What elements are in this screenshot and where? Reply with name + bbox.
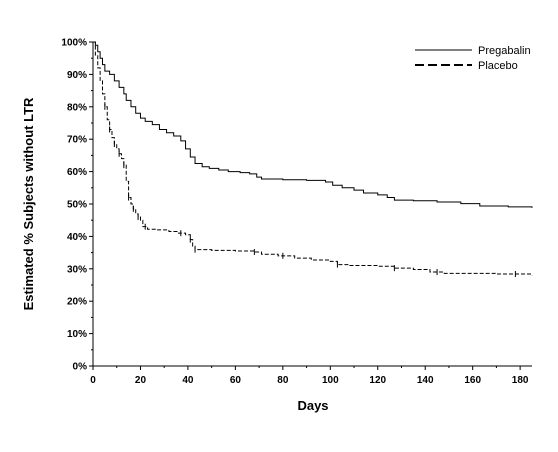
- x-axis-ticks: 0 20 40 60 80 100 120 140 160 180: [90, 366, 529, 386]
- x-tick-label: 140: [417, 375, 434, 386]
- x-axis-title: Days: [297, 398, 328, 413]
- series-layer: [93, 41, 533, 276]
- x-tick-label: 120: [369, 375, 386, 386]
- x-tick-label: 40: [182, 375, 194, 386]
- legend: Pregabalin Placebo: [415, 45, 531, 72]
- y-tick-label: 90%: [67, 70, 87, 81]
- y-tick-label: 40%: [67, 232, 87, 243]
- y-tick-label: 60%: [67, 167, 87, 178]
- x-tick-label: 0: [90, 375, 96, 386]
- y-tick-label: 10%: [67, 329, 87, 340]
- censor-marks: [104, 103, 516, 277]
- y-tick-label: 0%: [73, 362, 88, 373]
- series-line-placebo: [93, 41, 533, 276]
- x-tick-label: 60: [230, 375, 242, 386]
- legend-label-pregabalin: Pregabalin: [478, 45, 531, 57]
- y-tick-label: 50%: [67, 200, 87, 211]
- y-axis-ticks: 0% 10% 20% 30% 40% 50% 60% 70% 80% 90% 100%: [61, 38, 93, 373]
- series-line-pregabalin: [93, 41, 533, 208]
- x-tick-label: 20: [135, 375, 147, 386]
- x-tick-label: 180: [512, 375, 529, 386]
- y-axis-title: Estimated % Subjects without LTR: [21, 97, 36, 310]
- y-tick-label: 30%: [67, 264, 87, 275]
- y-tick-label: 70%: [67, 135, 87, 146]
- x-tick-label: 100: [322, 375, 339, 386]
- y-tick-label: 80%: [67, 102, 87, 113]
- x-tick-label: 160: [464, 375, 481, 386]
- legend-label-placebo: Placebo: [478, 60, 518, 72]
- y-tick-label: 20%: [67, 297, 87, 308]
- y-tick-label: 100%: [61, 38, 87, 49]
- x-tick-label: 80: [277, 375, 289, 386]
